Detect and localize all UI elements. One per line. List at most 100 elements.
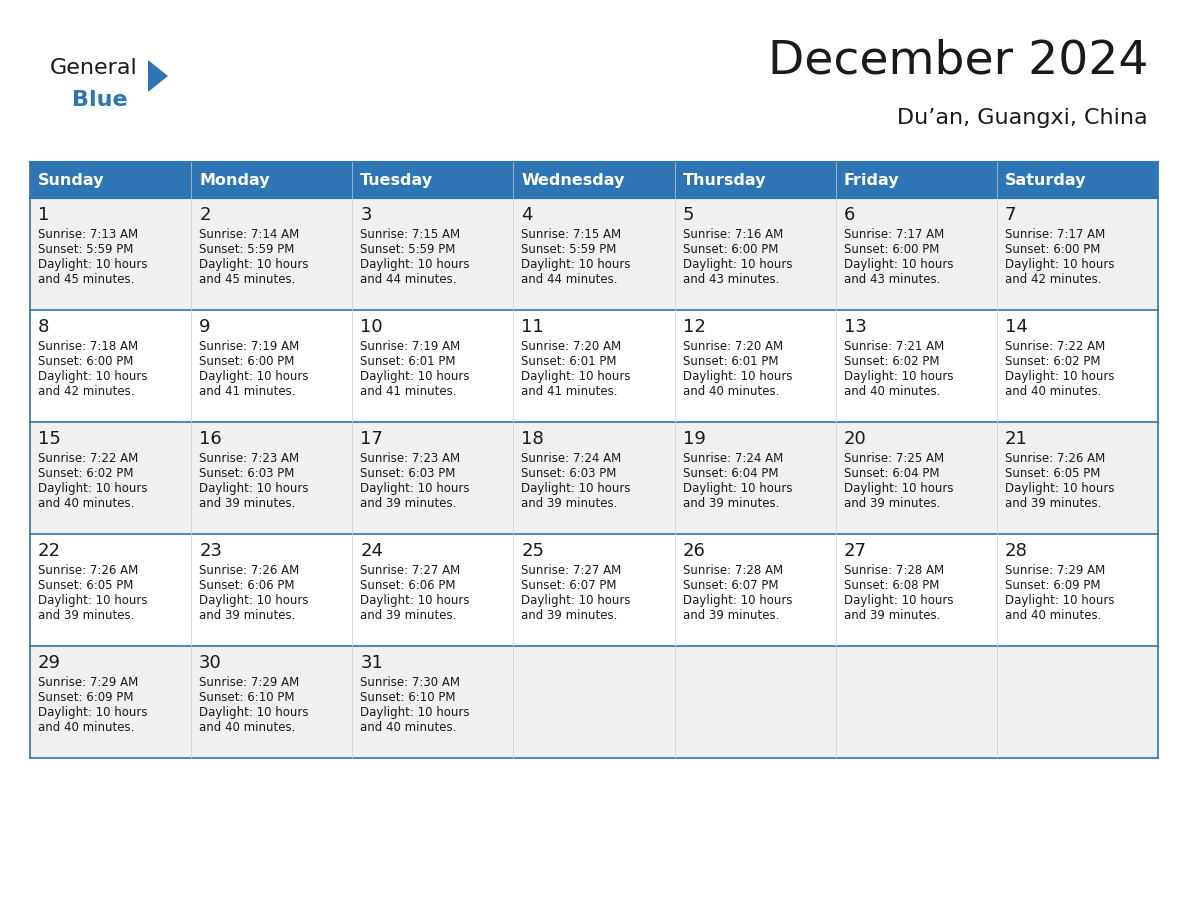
Text: 13: 13	[843, 318, 866, 336]
Text: Sunset: 6:00 PM: Sunset: 6:00 PM	[683, 243, 778, 256]
Text: Sunday: Sunday	[38, 173, 105, 187]
Text: Daylight: 10 hours: Daylight: 10 hours	[683, 482, 792, 495]
Text: Daylight: 10 hours: Daylight: 10 hours	[360, 258, 469, 271]
Text: Sunset: 6:00 PM: Sunset: 6:00 PM	[38, 355, 133, 368]
Text: and 39 minutes.: and 39 minutes.	[38, 609, 134, 622]
Text: December 2024: December 2024	[767, 38, 1148, 83]
Text: Monday: Monday	[200, 173, 270, 187]
Text: and 39 minutes.: and 39 minutes.	[360, 497, 456, 510]
Text: Daylight: 10 hours: Daylight: 10 hours	[843, 370, 953, 383]
Text: Sunrise: 7:18 AM: Sunrise: 7:18 AM	[38, 340, 138, 353]
Text: Blue: Blue	[72, 90, 127, 110]
Text: and 45 minutes.: and 45 minutes.	[200, 273, 296, 286]
Text: and 42 minutes.: and 42 minutes.	[1005, 273, 1101, 286]
Text: and 41 minutes.: and 41 minutes.	[360, 385, 456, 398]
Text: and 41 minutes.: and 41 minutes.	[522, 385, 618, 398]
Text: Daylight: 10 hours: Daylight: 10 hours	[38, 706, 147, 719]
Text: Saturday: Saturday	[1005, 173, 1086, 187]
Text: 17: 17	[360, 430, 384, 448]
Text: 20: 20	[843, 430, 866, 448]
Text: Daylight: 10 hours: Daylight: 10 hours	[360, 370, 469, 383]
Text: and 39 minutes.: and 39 minutes.	[683, 609, 779, 622]
Text: and 42 minutes.: and 42 minutes.	[38, 385, 134, 398]
Text: Daylight: 10 hours: Daylight: 10 hours	[200, 594, 309, 607]
Text: Sunrise: 7:14 AM: Sunrise: 7:14 AM	[200, 228, 299, 241]
Text: Daylight: 10 hours: Daylight: 10 hours	[843, 258, 953, 271]
Text: and 40 minutes.: and 40 minutes.	[843, 385, 940, 398]
Text: and 39 minutes.: and 39 minutes.	[1005, 497, 1101, 510]
Text: Sunset: 5:59 PM: Sunset: 5:59 PM	[38, 243, 133, 256]
Text: Sunrise: 7:25 AM: Sunrise: 7:25 AM	[843, 452, 943, 465]
Text: Daylight: 10 hours: Daylight: 10 hours	[38, 482, 147, 495]
Text: and 40 minutes.: and 40 minutes.	[1005, 609, 1101, 622]
Text: Sunset: 6:05 PM: Sunset: 6:05 PM	[38, 579, 133, 592]
Text: 21: 21	[1005, 430, 1028, 448]
Text: 7: 7	[1005, 206, 1017, 224]
Text: Daylight: 10 hours: Daylight: 10 hours	[843, 482, 953, 495]
Text: 14: 14	[1005, 318, 1028, 336]
Text: Daylight: 10 hours: Daylight: 10 hours	[683, 594, 792, 607]
Text: and 40 minutes.: and 40 minutes.	[683, 385, 779, 398]
Text: and 44 minutes.: and 44 minutes.	[360, 273, 456, 286]
Text: Sunrise: 7:17 AM: Sunrise: 7:17 AM	[1005, 228, 1105, 241]
Text: 11: 11	[522, 318, 544, 336]
Bar	[997, 162, 1158, 198]
Text: Daylight: 10 hours: Daylight: 10 hours	[200, 258, 309, 271]
Text: and 44 minutes.: and 44 minutes.	[522, 273, 618, 286]
Text: Sunset: 6:01 PM: Sunset: 6:01 PM	[522, 355, 617, 368]
Text: Thursday: Thursday	[683, 173, 766, 187]
Text: General: General	[50, 58, 138, 78]
Text: Daylight: 10 hours: Daylight: 10 hours	[200, 706, 309, 719]
Text: Daylight: 10 hours: Daylight: 10 hours	[1005, 370, 1114, 383]
Text: Sunrise: 7:23 AM: Sunrise: 7:23 AM	[360, 452, 461, 465]
Text: Daylight: 10 hours: Daylight: 10 hours	[38, 258, 147, 271]
Text: Sunset: 6:09 PM: Sunset: 6:09 PM	[38, 691, 133, 704]
Text: Sunrise: 7:26 AM: Sunrise: 7:26 AM	[38, 564, 138, 577]
Text: Sunset: 6:09 PM: Sunset: 6:09 PM	[1005, 579, 1100, 592]
Text: 23: 23	[200, 542, 222, 560]
Text: Sunrise: 7:21 AM: Sunrise: 7:21 AM	[843, 340, 944, 353]
Text: Sunrise: 7:27 AM: Sunrise: 7:27 AM	[360, 564, 461, 577]
Text: Sunset: 6:02 PM: Sunset: 6:02 PM	[38, 467, 133, 480]
Text: Sunrise: 7:19 AM: Sunrise: 7:19 AM	[200, 340, 299, 353]
Text: Sunrise: 7:23 AM: Sunrise: 7:23 AM	[200, 452, 299, 465]
Text: and 40 minutes.: and 40 minutes.	[200, 721, 296, 734]
Text: Sunrise: 7:16 AM: Sunrise: 7:16 AM	[683, 228, 783, 241]
Text: Sunrise: 7:29 AM: Sunrise: 7:29 AM	[38, 676, 138, 689]
Bar	[30, 534, 1158, 646]
Text: Wednesday: Wednesday	[522, 173, 625, 187]
Text: and 40 minutes.: and 40 minutes.	[38, 721, 134, 734]
Text: Tuesday: Tuesday	[360, 173, 434, 187]
Text: and 39 minutes.: and 39 minutes.	[843, 609, 940, 622]
Text: 3: 3	[360, 206, 372, 224]
Text: Sunrise: 7:22 AM: Sunrise: 7:22 AM	[1005, 340, 1105, 353]
Text: 30: 30	[200, 654, 222, 672]
Text: Sunset: 6:00 PM: Sunset: 6:00 PM	[1005, 243, 1100, 256]
Text: and 45 minutes.: and 45 minutes.	[38, 273, 134, 286]
Text: 28: 28	[1005, 542, 1028, 560]
Text: Daylight: 10 hours: Daylight: 10 hours	[360, 706, 469, 719]
Text: Daylight: 10 hours: Daylight: 10 hours	[38, 594, 147, 607]
Text: Daylight: 10 hours: Daylight: 10 hours	[360, 594, 469, 607]
Text: Sunset: 6:06 PM: Sunset: 6:06 PM	[200, 579, 295, 592]
Text: Daylight: 10 hours: Daylight: 10 hours	[200, 482, 309, 495]
Bar	[675, 162, 835, 198]
Text: and 39 minutes.: and 39 minutes.	[843, 497, 940, 510]
Text: and 40 minutes.: and 40 minutes.	[38, 497, 134, 510]
Text: 15: 15	[38, 430, 61, 448]
Text: and 39 minutes.: and 39 minutes.	[360, 609, 456, 622]
Text: Sunrise: 7:30 AM: Sunrise: 7:30 AM	[360, 676, 460, 689]
Bar	[191, 162, 353, 198]
Text: and 39 minutes.: and 39 minutes.	[522, 497, 618, 510]
Text: Daylight: 10 hours: Daylight: 10 hours	[843, 594, 953, 607]
Text: Sunrise: 7:28 AM: Sunrise: 7:28 AM	[843, 564, 943, 577]
Text: Daylight: 10 hours: Daylight: 10 hours	[522, 482, 631, 495]
Text: Daylight: 10 hours: Daylight: 10 hours	[38, 370, 147, 383]
Text: Sunset: 6:07 PM: Sunset: 6:07 PM	[683, 579, 778, 592]
Text: Sunset: 6:10 PM: Sunset: 6:10 PM	[200, 691, 295, 704]
Text: and 40 minutes.: and 40 minutes.	[1005, 385, 1101, 398]
Text: Sunrise: 7:19 AM: Sunrise: 7:19 AM	[360, 340, 461, 353]
Text: 18: 18	[522, 430, 544, 448]
Bar	[513, 162, 675, 198]
Text: 2: 2	[200, 206, 210, 224]
